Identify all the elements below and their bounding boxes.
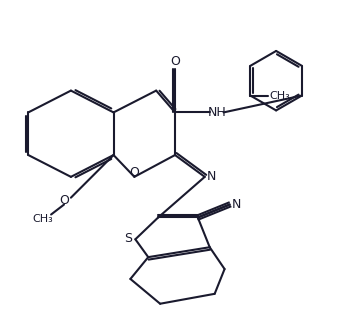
Text: N: N (207, 170, 216, 183)
Text: CH₃: CH₃ (270, 91, 290, 100)
Text: NH: NH (207, 106, 226, 119)
Text: N: N (232, 198, 241, 211)
Text: O: O (130, 167, 139, 179)
Text: S: S (124, 232, 132, 245)
Text: CH₃: CH₃ (33, 214, 54, 225)
Text: O: O (59, 194, 69, 207)
Text: O: O (170, 56, 180, 68)
